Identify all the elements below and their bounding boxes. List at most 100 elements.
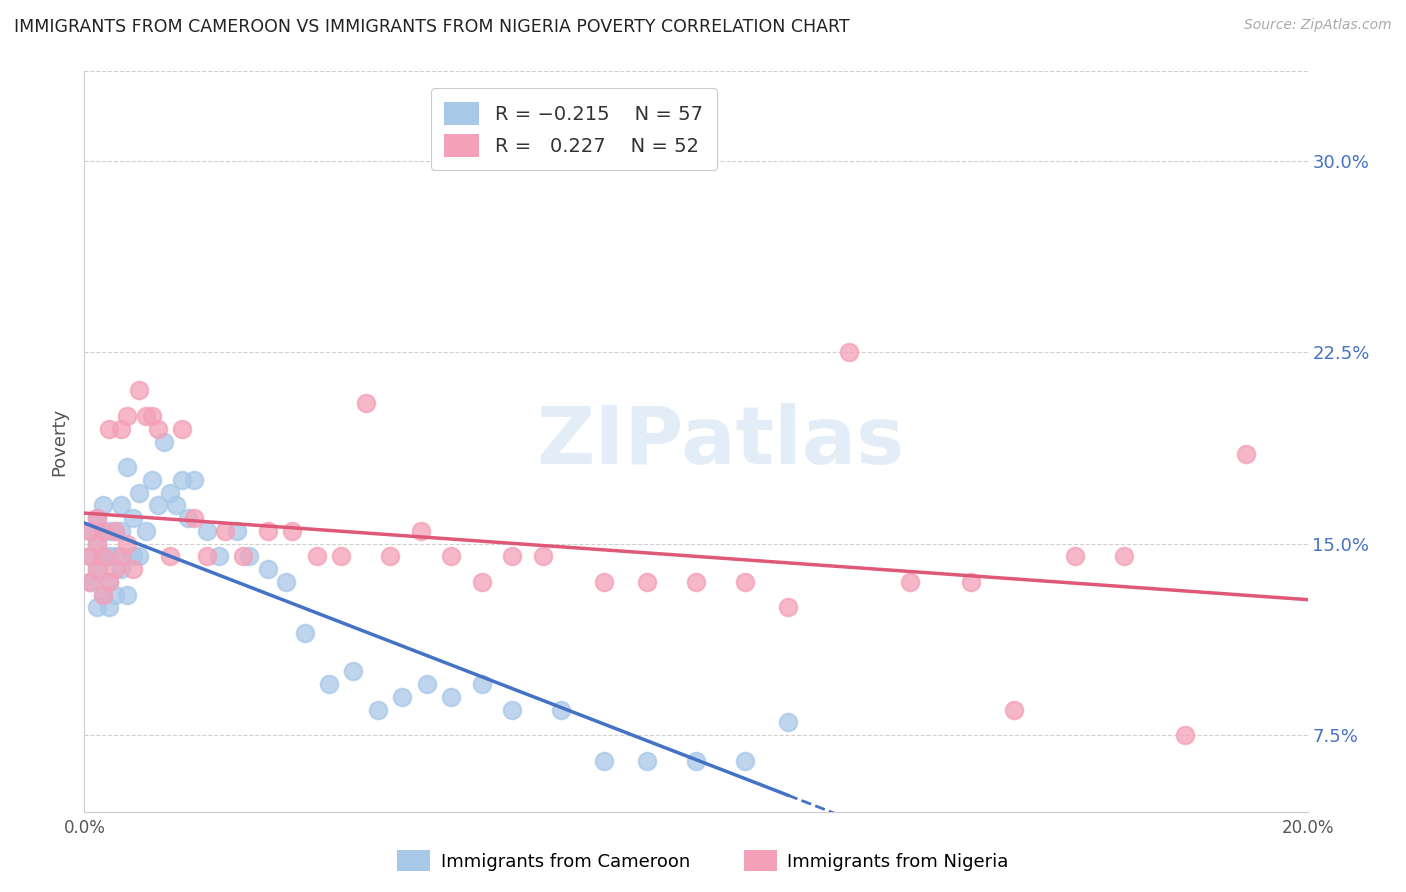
Point [342, 665, 364, 679]
Point [294, 626, 316, 640]
Text: ZIPatlas: ZIPatlas [536, 402, 904, 481]
Point [122, 511, 145, 525]
Point [79, 524, 101, 538]
Point [79, 549, 101, 564]
Point [146, 422, 169, 436]
Point [86, 600, 108, 615]
Point [1002, 703, 1025, 717]
Point [104, 562, 127, 576]
Point [91, 549, 114, 564]
Point [226, 524, 249, 538]
Point [79, 574, 101, 589]
Point [86, 562, 108, 576]
Point [1236, 447, 1258, 461]
Point [86, 511, 108, 525]
Point [330, 549, 353, 564]
Text: Source: ZipAtlas.com: Source: ZipAtlas.com [1244, 18, 1392, 32]
Point [550, 703, 572, 717]
Point [960, 574, 983, 589]
Point [91, 524, 114, 538]
Point [214, 524, 236, 538]
Point [471, 677, 494, 691]
Point [440, 690, 463, 704]
Point [502, 703, 524, 717]
Point [1114, 549, 1136, 564]
Point [208, 549, 231, 564]
Point [257, 562, 280, 576]
Point [86, 511, 108, 525]
Point [110, 422, 132, 436]
Point [685, 574, 707, 589]
Point [471, 574, 494, 589]
Point [115, 409, 138, 423]
Point [159, 549, 181, 564]
Point [593, 574, 616, 589]
Point [776, 600, 799, 615]
Point [276, 574, 298, 589]
Point [97, 574, 120, 589]
Point [91, 588, 114, 602]
Point [1064, 549, 1087, 564]
Point [91, 549, 114, 564]
Point [141, 473, 163, 487]
Point [135, 409, 157, 423]
Point [183, 511, 205, 525]
Point [734, 754, 756, 768]
Point [79, 574, 101, 589]
Point [318, 677, 340, 691]
Point [110, 549, 132, 564]
Point [380, 549, 402, 564]
Point [91, 499, 114, 513]
Point [776, 715, 799, 730]
Point [531, 549, 554, 564]
Point [281, 524, 304, 538]
Point [86, 536, 108, 550]
Legend: R = −0.215    N = 57, R =   0.227    N = 52: R = −0.215 N = 57, R = 0.227 N = 52 [430, 88, 717, 170]
Point [367, 703, 389, 717]
Point [177, 511, 200, 525]
Point [128, 384, 150, 398]
Point [110, 562, 132, 576]
Point [305, 549, 328, 564]
Point [838, 345, 860, 359]
Y-axis label: Poverty: Poverty [51, 408, 69, 475]
Point [135, 524, 157, 538]
Point [104, 549, 127, 564]
Point [97, 524, 120, 538]
Point [97, 549, 120, 564]
Point [104, 524, 127, 538]
Point [104, 524, 127, 538]
Point [898, 574, 921, 589]
Point [409, 524, 432, 538]
Point [104, 588, 127, 602]
Point [636, 574, 658, 589]
Point [115, 460, 138, 475]
Point [122, 549, 145, 564]
Point [502, 549, 524, 564]
Point [79, 524, 101, 538]
Point [391, 690, 413, 704]
Point [183, 473, 205, 487]
Point [257, 524, 280, 538]
Point [128, 549, 150, 564]
Point [232, 549, 254, 564]
Point [195, 549, 218, 564]
Point [115, 588, 138, 602]
Text: IMMIGRANTS FROM CAMEROON VS IMMIGRANTS FROM NIGERIA POVERTY CORRELATION CHART: IMMIGRANTS FROM CAMEROON VS IMMIGRANTS F… [14, 18, 849, 36]
Point [97, 574, 120, 589]
Point [79, 549, 101, 564]
Point [86, 536, 108, 550]
Point [195, 524, 218, 538]
Point [146, 499, 169, 513]
Point [86, 562, 108, 576]
Point [97, 422, 120, 436]
Legend: Immigrants from Cameroon, Immigrants from Nigeria: Immigrants from Cameroon, Immigrants fro… [389, 843, 1017, 879]
Point [97, 600, 120, 615]
Point [141, 409, 163, 423]
Point [128, 485, 150, 500]
Point [238, 549, 260, 564]
Point [91, 588, 114, 602]
Point [636, 754, 658, 768]
Point [685, 754, 707, 768]
Point [1174, 728, 1197, 742]
